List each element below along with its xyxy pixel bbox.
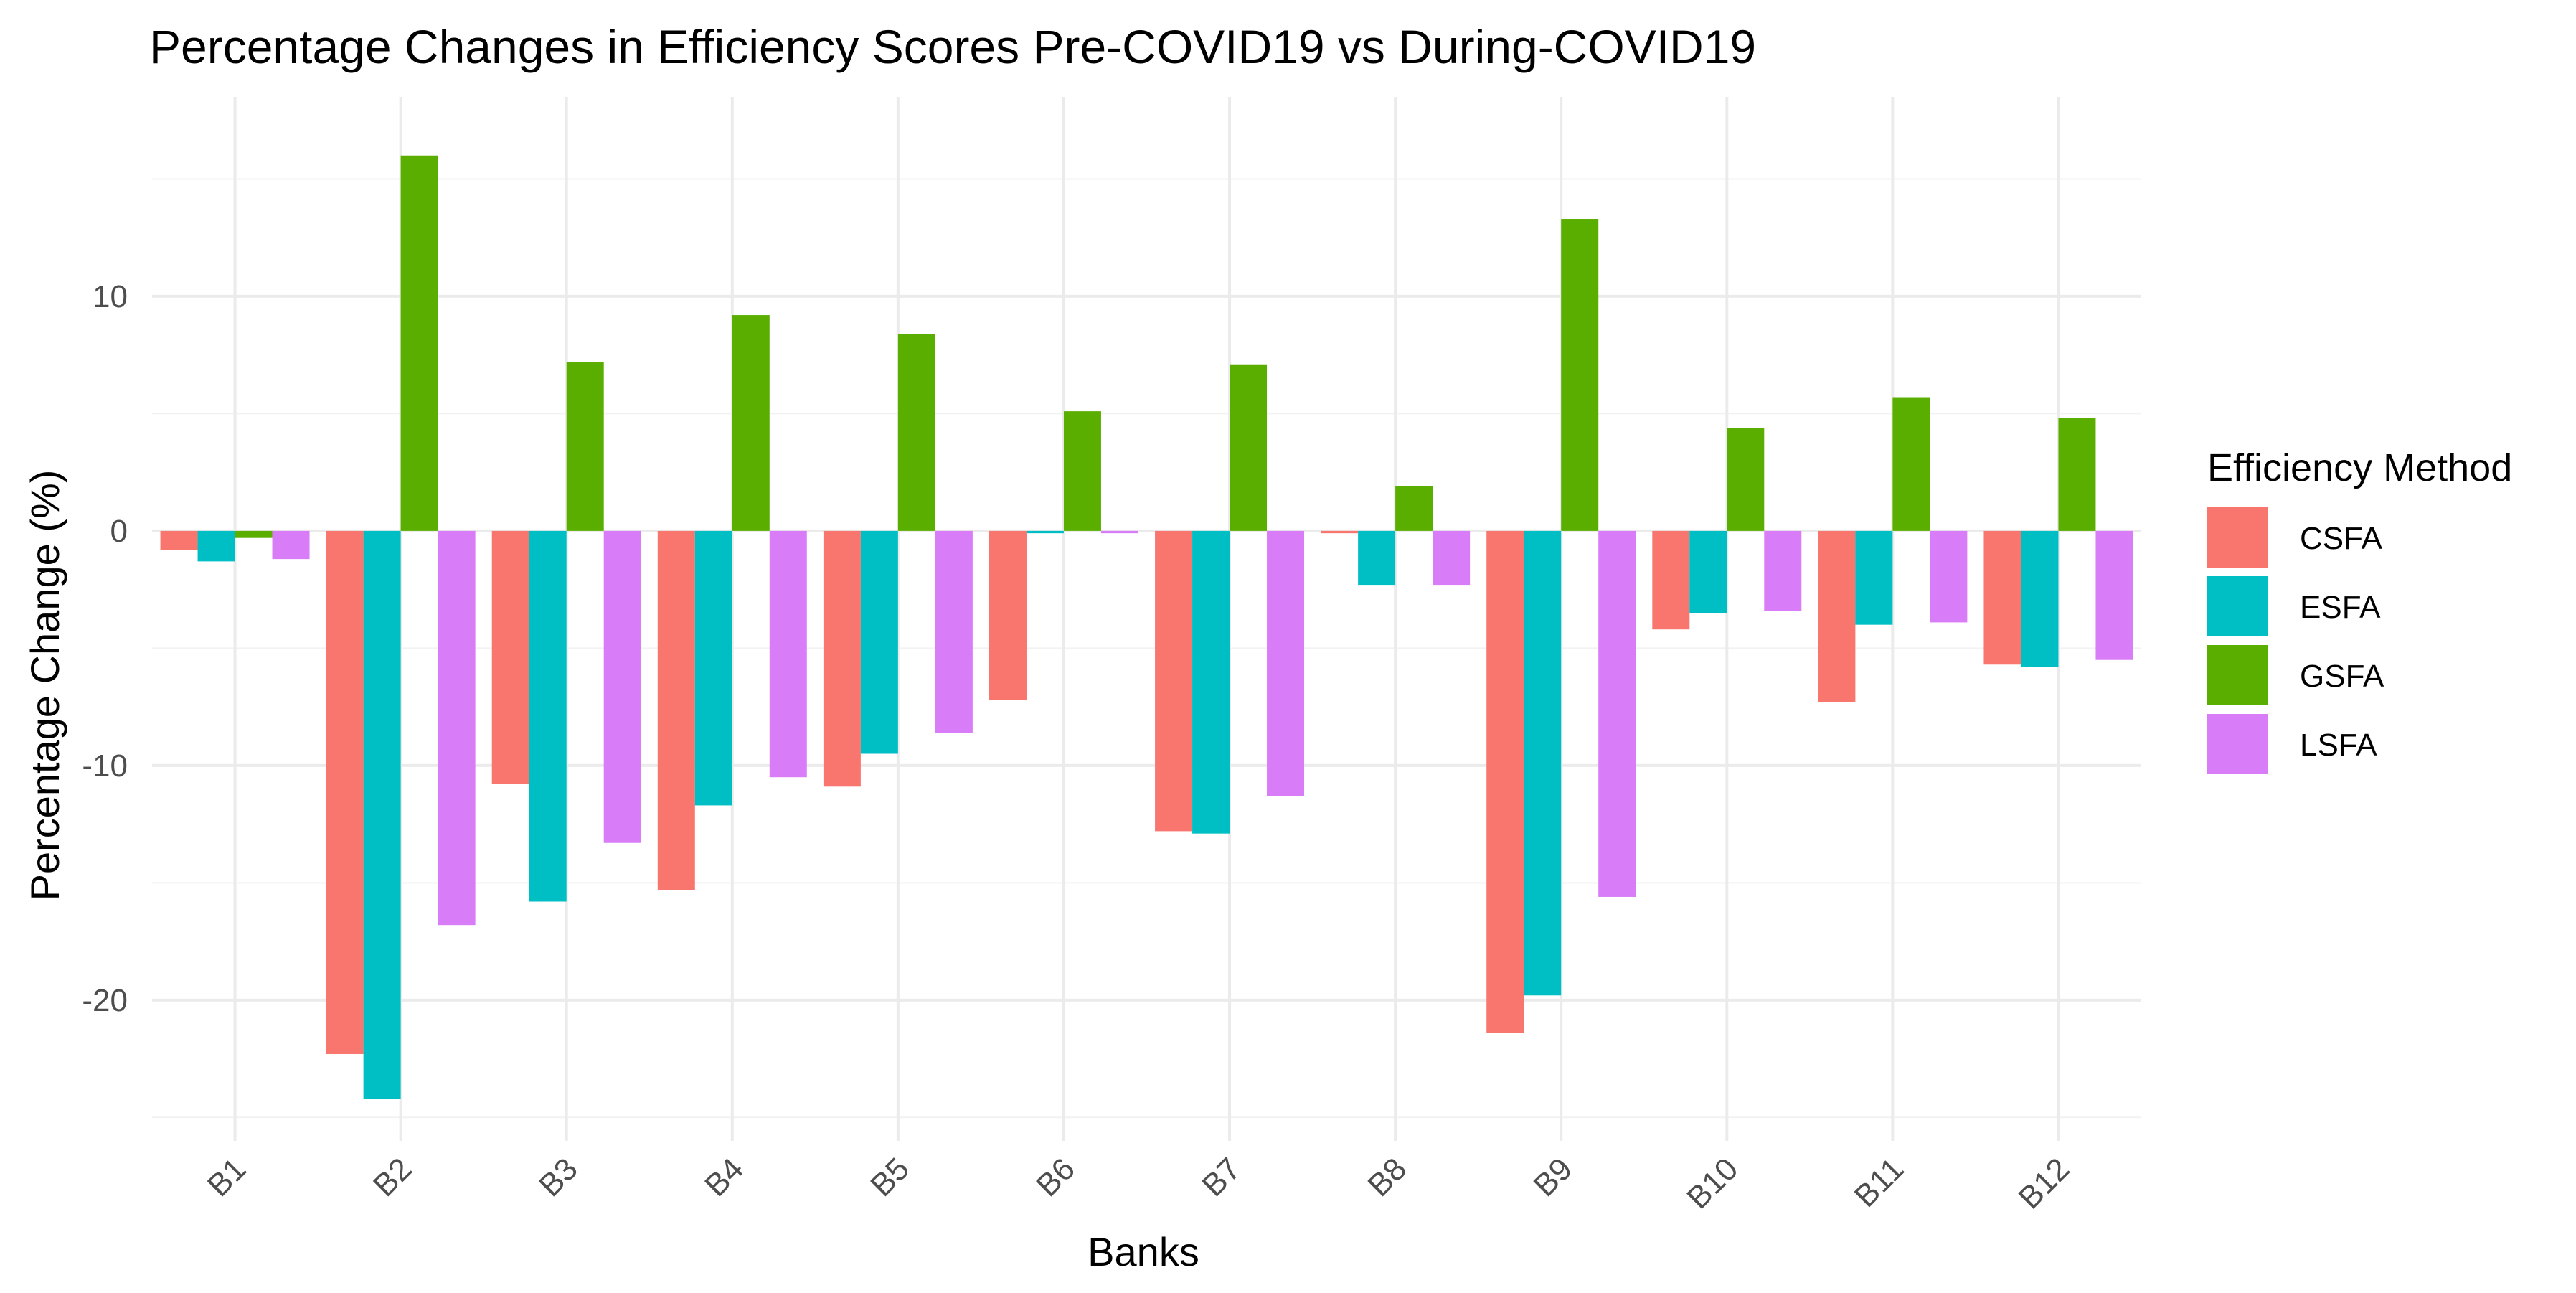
bar-esfa-b6 xyxy=(1026,530,1064,534)
bar-gsfa-b10 xyxy=(1727,428,1765,531)
bar-lsfa-b5 xyxy=(935,530,973,733)
bar-gsfa-b3 xyxy=(566,362,604,531)
bar-esfa-b1 xyxy=(197,530,235,562)
legend-label-gsfa: GSFA xyxy=(2300,659,2384,694)
bar-lsfa-b10 xyxy=(1764,530,1802,611)
bar-lsfa-b1 xyxy=(272,530,310,560)
bars xyxy=(160,155,2133,1099)
bar-esfa-b4 xyxy=(694,530,732,806)
legend-label-esfa: ESFA xyxy=(2300,590,2381,625)
legend-key-gsfa xyxy=(2207,645,2268,705)
bar-gsfa-b2 xyxy=(400,155,438,531)
bar-csfa-b5 xyxy=(823,530,861,787)
y-tick-label: 10 xyxy=(93,279,128,314)
bar-esfa-b11 xyxy=(1855,530,1893,625)
bar-lsfa-b2 xyxy=(438,530,476,926)
minor-gridlines xyxy=(152,178,2141,1119)
bar-esfa-b10 xyxy=(1689,530,1727,613)
legend: Efficiency Method CSFA ESFA GSFA LSFA xyxy=(2207,446,2512,774)
bar-csfa-b3 xyxy=(491,530,529,785)
bar-gsfa-b6 xyxy=(1063,411,1101,531)
legend-key-csfa xyxy=(2207,507,2268,568)
y-tick-label: -10 xyxy=(82,748,128,784)
legend-title: Efficiency Method xyxy=(2207,446,2512,489)
bar-lsfa-b12 xyxy=(2095,530,2133,660)
bar-esfa-b12 xyxy=(2021,530,2059,667)
bar-csfa-b9 xyxy=(1486,530,1524,1033)
bar-csfa-b10 xyxy=(1652,530,1690,630)
y-axis-title: Percentage Change (%) xyxy=(22,470,67,901)
bar-csfa-b6 xyxy=(989,530,1027,700)
bar-lsfa-b6 xyxy=(1100,530,1138,534)
bar-gsfa-b9 xyxy=(1561,219,1599,531)
bar-esfa-b7 xyxy=(1192,530,1230,834)
bar-gsfa-b1 xyxy=(235,530,273,538)
bar-csfa-b8 xyxy=(1321,530,1359,534)
bar-esfa-b5 xyxy=(860,530,898,754)
bar-csfa-b11 xyxy=(1818,530,1856,702)
bar-esfa-b8 xyxy=(1358,530,1396,586)
bar-csfa-b7 xyxy=(1155,530,1193,832)
bar-esfa-b2 xyxy=(363,530,401,1099)
x-axis-title: Banks xyxy=(1088,1229,1199,1274)
bar-gsfa-b12 xyxy=(2058,418,2096,531)
legend-label-lsfa: LSFA xyxy=(2300,728,2377,763)
bar-gsfa-b5 xyxy=(897,334,935,531)
y-tick-label: 0 xyxy=(110,514,128,549)
legend-label-csfa: CSFA xyxy=(2300,521,2383,556)
bar-esfa-b9 xyxy=(1524,530,1562,996)
y-axis-tick-labels: 10 0 -10 -20 xyxy=(82,279,128,1018)
bar-lsfa-b7 xyxy=(1267,530,1305,796)
bar-lsfa-b3 xyxy=(603,530,641,843)
legend-key-lsfa xyxy=(2207,714,2268,774)
bar-csfa-b2 xyxy=(326,530,364,1055)
legend-key-esfa xyxy=(2207,576,2268,636)
bar-gsfa-b7 xyxy=(1230,364,1268,531)
chart-title: Percentage Changes in Efficiency Scores … xyxy=(149,20,1756,73)
bar-lsfa-b8 xyxy=(1433,530,1471,586)
bar-lsfa-b4 xyxy=(769,530,807,778)
bar-lsfa-b11 xyxy=(1930,530,1968,623)
bar-gsfa-b4 xyxy=(732,315,770,531)
bar-lsfa-b9 xyxy=(1598,530,1636,897)
bar-csfa-b1 xyxy=(160,530,198,550)
bar-esfa-b3 xyxy=(529,530,567,902)
bar-csfa-b4 xyxy=(657,530,695,890)
bar-csfa-b12 xyxy=(1983,530,2021,665)
bar-gsfa-b11 xyxy=(1892,397,1930,531)
bar-gsfa-b8 xyxy=(1395,486,1433,531)
y-tick-label: -20 xyxy=(82,983,128,1018)
